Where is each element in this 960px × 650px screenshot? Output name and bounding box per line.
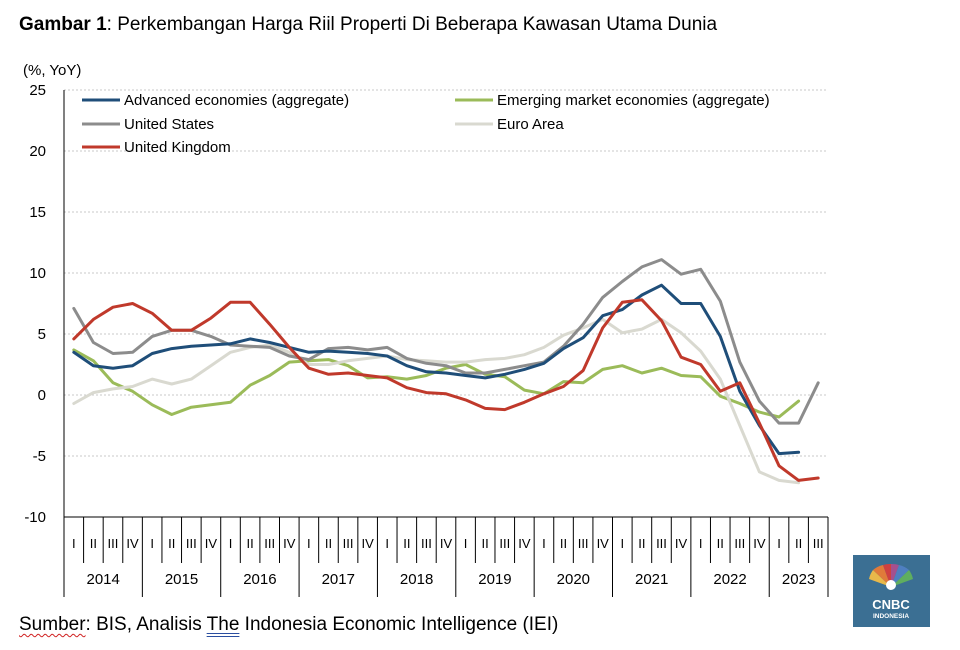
quarter-label: II bbox=[90, 536, 97, 551]
quarter-label: IV bbox=[205, 536, 218, 551]
quarter-label: IV bbox=[675, 536, 688, 551]
source-suffix: Indonesia Economic Intelligence (IEI) bbox=[239, 614, 559, 635]
quarter-label: III bbox=[264, 536, 275, 551]
logo-subtext: INDONESIA bbox=[873, 613, 909, 620]
y-tick-label: -10 bbox=[24, 509, 46, 526]
quarter-label: III bbox=[813, 536, 824, 551]
source-prefix: Sumber bbox=[19, 614, 86, 635]
year-label: 2017 bbox=[322, 571, 355, 588]
legend-label: Emerging market economies (aggregate) bbox=[497, 92, 770, 109]
year-label: 2016 bbox=[243, 571, 276, 588]
quarter-label: I bbox=[699, 536, 703, 551]
series-lines bbox=[72, 258, 820, 485]
series-line bbox=[72, 258, 820, 425]
quarter-label: II bbox=[560, 536, 567, 551]
quarter-label: II bbox=[403, 536, 410, 551]
quarter-label: IV bbox=[440, 536, 453, 551]
quarter-label: I bbox=[464, 536, 468, 551]
quarter-label: III bbox=[499, 536, 510, 551]
year-label: 2022 bbox=[713, 571, 746, 588]
gridlines bbox=[64, 89, 828, 457]
year-label: 2021 bbox=[635, 571, 668, 588]
quarter-label: III bbox=[108, 536, 119, 551]
quarter-label: I bbox=[307, 536, 311, 551]
quarter-label: IV bbox=[597, 536, 610, 551]
quarter-label: II bbox=[795, 536, 802, 551]
year-label: 2023 bbox=[782, 571, 815, 588]
quarter-label: I bbox=[150, 536, 154, 551]
title-rest: : Perkembangan Harga Riil Properti Di Be… bbox=[106, 14, 718, 35]
series-line bbox=[72, 298, 820, 482]
chart-source: Sumber: BIS, Analisis The Indonesia Econ… bbox=[19, 614, 558, 636]
source-middle: : BIS, Analisis bbox=[85, 614, 207, 635]
quarter-label: IV bbox=[518, 536, 531, 551]
quarter-label: II bbox=[168, 536, 175, 551]
quarter-label: I bbox=[777, 536, 781, 551]
title-bold: Gambar 1 bbox=[19, 14, 107, 35]
axes bbox=[63, 90, 828, 518]
quarter-label: II bbox=[325, 536, 332, 551]
quarter-label: IV bbox=[361, 536, 374, 551]
year-label: 2015 bbox=[165, 571, 198, 588]
quarter-label: III bbox=[734, 536, 745, 551]
cnbc-logo: CNBC INDONESIA bbox=[853, 555, 930, 627]
legend-label: United Kingdom bbox=[124, 139, 231, 156]
quarter-label: II bbox=[246, 536, 253, 551]
logo-text: CNBC bbox=[872, 597, 910, 612]
quarter-label: I bbox=[542, 536, 546, 551]
quarter-label: III bbox=[186, 536, 197, 551]
quarter-label: II bbox=[638, 536, 645, 551]
y-unit-label: (%, YoY) bbox=[23, 62, 81, 79]
series-line bbox=[72, 283, 801, 456]
quarter-label: II bbox=[717, 536, 724, 551]
legend: Advanced economies (aggregate) Emerging m… bbox=[82, 92, 770, 156]
chart-title: Gambar 1: Perkembangan Harga Riil Proper… bbox=[19, 14, 717, 36]
quarter-label: III bbox=[343, 536, 354, 551]
quarter-label: II bbox=[482, 536, 489, 551]
y-tick-label: -5 bbox=[33, 448, 46, 465]
x-axis-categories: I II III IV I II III IV I II III IV I II III IV I II III IV… bbox=[63, 517, 829, 597]
y-tick-label: 5 bbox=[38, 326, 46, 343]
quarter-label: I bbox=[385, 536, 389, 551]
year-label: 2014 bbox=[86, 571, 119, 588]
source-the: The bbox=[206, 614, 240, 635]
quarter-label: III bbox=[656, 536, 667, 551]
year-label: 2020 bbox=[557, 571, 590, 588]
quarter-label: I bbox=[229, 536, 233, 551]
legend-label: Advanced economies (aggregate) bbox=[124, 92, 349, 109]
y-tick-label: 15 bbox=[29, 204, 46, 221]
quarter-label: IV bbox=[126, 536, 139, 551]
year-label: 2019 bbox=[478, 571, 511, 588]
year-label: 2018 bbox=[400, 571, 433, 588]
quarter-label: IV bbox=[283, 536, 296, 551]
y-ticks: (%, YoY) 25 20 15 10 5 0 -5 -10 bbox=[23, 62, 81, 526]
series-line bbox=[72, 317, 801, 485]
peacock-icon: CNBC INDONESIA bbox=[869, 563, 913, 620]
y-tick-label: 25 bbox=[29, 82, 46, 99]
quarter-label: IV bbox=[753, 536, 766, 551]
y-tick-label: 20 bbox=[29, 143, 46, 160]
quarter-label: III bbox=[421, 536, 432, 551]
quarter-label: III bbox=[578, 536, 589, 551]
legend-label: United States bbox=[124, 116, 214, 133]
quarter-label: I bbox=[72, 536, 76, 551]
legend-label: Euro Area bbox=[497, 116, 564, 133]
quarter-label: I bbox=[620, 536, 624, 551]
y-tick-label: 0 bbox=[38, 387, 46, 404]
y-tick-label: 10 bbox=[29, 265, 46, 282]
